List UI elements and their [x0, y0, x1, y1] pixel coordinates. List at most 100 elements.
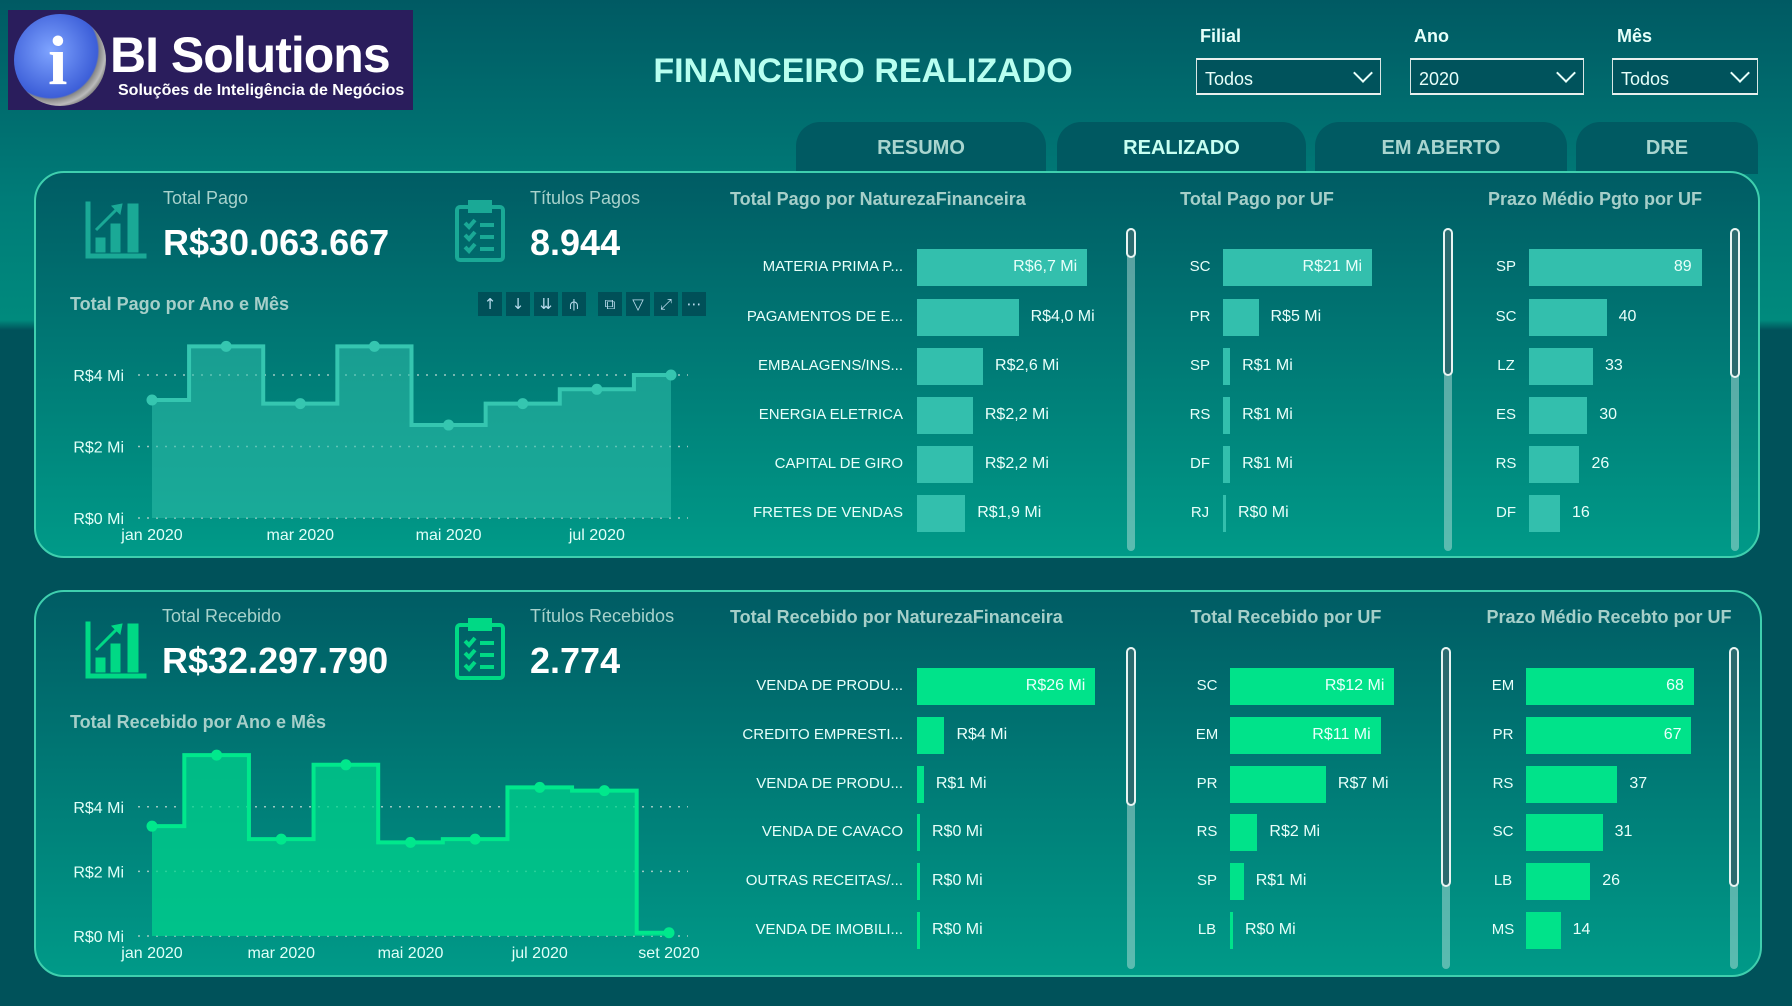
bar[interactable]	[917, 766, 924, 803]
bar[interactable]	[1526, 814, 1603, 851]
scrollbar[interactable]	[1126, 228, 1136, 551]
bar[interactable]	[1529, 249, 1702, 286]
bar-value-label: R$0 Mi	[932, 921, 983, 938]
more-options-icon[interactable]: ⋯	[682, 292, 706, 316]
bar[interactable]	[1526, 766, 1618, 803]
bar-category-label: LB	[1197, 921, 1217, 938]
bar-category-label: DF	[1190, 455, 1210, 472]
data-point[interactable]	[663, 927, 675, 939]
bar[interactable]	[917, 912, 920, 949]
bar-category-label: LB	[1493, 872, 1513, 889]
bar[interactable]	[1526, 863, 1591, 900]
bar[interactable]	[917, 717, 945, 754]
bar[interactable]	[917, 863, 920, 900]
tab-resumo[interactable]: RESUMO	[796, 122, 1046, 174]
bar[interactable]	[1230, 912, 1233, 949]
bar[interactable]	[1230, 668, 1395, 705]
bar-value-label: R$7 Mi	[1337, 775, 1389, 792]
bar[interactable]	[1529, 495, 1561, 532]
scrollbar[interactable]	[1730, 228, 1740, 551]
filter-label-mes: Mês	[1617, 26, 1653, 46]
bar[interactable]	[1529, 348, 1594, 385]
bar-value-label: 40	[1618, 308, 1637, 325]
bar-category-label: SC	[1495, 308, 1517, 325]
bar[interactable]	[917, 446, 973, 483]
arrow-down-icon[interactable]: ↓	[506, 292, 530, 316]
scrollbar-thumb[interactable]	[1126, 647, 1136, 806]
focus-mode-icon[interactable]: ⤢	[654, 292, 678, 316]
chart-title: Prazo Médio Pgto por UF	[1488, 189, 1702, 209]
bar-category-label: SP	[1189, 357, 1210, 374]
scrollbar[interactable]	[1441, 647, 1451, 969]
copy-icon[interactable]: ⧉	[598, 292, 622, 316]
scrollbar-thumb[interactable]	[1126, 228, 1136, 258]
data-point[interactable]	[469, 833, 481, 845]
scrollbar-thumb[interactable]	[1443, 228, 1453, 376]
expand-hierarchy-icon[interactable]: ⫛	[562, 292, 586, 316]
bar-value-label: R$4 Mi	[956, 726, 1008, 743]
chart-title: Total Pago por Ano e Mês	[70, 294, 290, 314]
bar[interactable]	[1526, 717, 1692, 754]
scrollbar-thumb[interactable]	[1441, 647, 1451, 887]
data-point[interactable]	[598, 785, 610, 797]
scrollbar[interactable]	[1443, 228, 1453, 551]
bar[interactable]	[1526, 912, 1561, 949]
bar[interactable]	[917, 495, 966, 532]
data-point[interactable]	[517, 398, 529, 410]
scrollbar[interactable]	[1126, 647, 1136, 969]
bar-value-label: 89	[1673, 258, 1692, 275]
chart-title: Prazo Médio Recebto por UF	[1486, 607, 1732, 627]
data-point[interactable]	[591, 383, 603, 395]
tab-realizado[interactable]: REALIZADO	[1057, 122, 1306, 178]
tab-em-aberto[interactable]: EM ABERTO	[1315, 122, 1567, 174]
data-point[interactable]	[220, 340, 232, 352]
bar[interactable]	[1230, 814, 1258, 851]
data-point[interactable]	[340, 759, 352, 771]
bar[interactable]	[1529, 299, 1607, 336]
bar-value-label: 33	[1605, 357, 1623, 374]
bar[interactable]	[1526, 668, 1694, 705]
bar[interactable]	[1529, 397, 1588, 434]
data-point[interactable]	[368, 340, 380, 352]
bar[interactable]	[1223, 446, 1231, 483]
data-point[interactable]	[146, 820, 158, 832]
scrollbar-thumb[interactable]	[1730, 228, 1740, 378]
bar-category-label: RJ	[1190, 504, 1210, 521]
arrow-up-icon[interactable]: ↑	[478, 292, 502, 316]
data-point[interactable]	[665, 369, 677, 381]
bar[interactable]	[917, 299, 1019, 336]
data-point[interactable]	[275, 833, 287, 845]
bar[interactable]	[1223, 299, 1259, 336]
bar[interactable]	[1230, 863, 1244, 900]
double-arrow-down-icon[interactable]: ⇊	[534, 292, 558, 316]
data-point[interactable]	[534, 781, 546, 793]
bar-value-label: 30	[1599, 406, 1617, 423]
bar[interactable]	[1223, 348, 1231, 385]
bar[interactable]	[1230, 717, 1381, 754]
data-point[interactable]	[405, 836, 416, 848]
scrollbar-thumb[interactable]	[1729, 647, 1739, 887]
bar-category-label: SP	[1196, 872, 1217, 889]
bar[interactable]	[917, 249, 1088, 286]
data-point[interactable]	[146, 394, 158, 406]
bar[interactable]	[917, 668, 1096, 705]
filter-ano-dropdown[interactable]: 2020	[1410, 58, 1584, 95]
bar[interactable]	[917, 814, 920, 851]
bar-category-label: RS	[1189, 406, 1211, 423]
bar[interactable]	[917, 397, 973, 434]
bar[interactable]	[1529, 446, 1580, 483]
tab-dre[interactable]: DRE	[1576, 122, 1758, 174]
bar[interactable]	[1223, 249, 1373, 286]
bar[interactable]	[1223, 397, 1231, 434]
bar[interactable]	[917, 348, 984, 385]
data-point[interactable]	[443, 419, 455, 431]
bar[interactable]	[1230, 766, 1326, 803]
filter-value: Todos	[1205, 69, 1254, 89]
filter-filial-dropdown[interactable]: Todos	[1196, 58, 1381, 95]
data-point[interactable]	[294, 398, 306, 410]
scrollbar[interactable]	[1729, 647, 1739, 969]
bar[interactable]	[1223, 495, 1226, 532]
data-point[interactable]	[211, 749, 223, 761]
filter-mes-dropdown[interactable]: Todos	[1612, 58, 1758, 95]
filter-icon[interactable]: ▽	[626, 292, 650, 316]
